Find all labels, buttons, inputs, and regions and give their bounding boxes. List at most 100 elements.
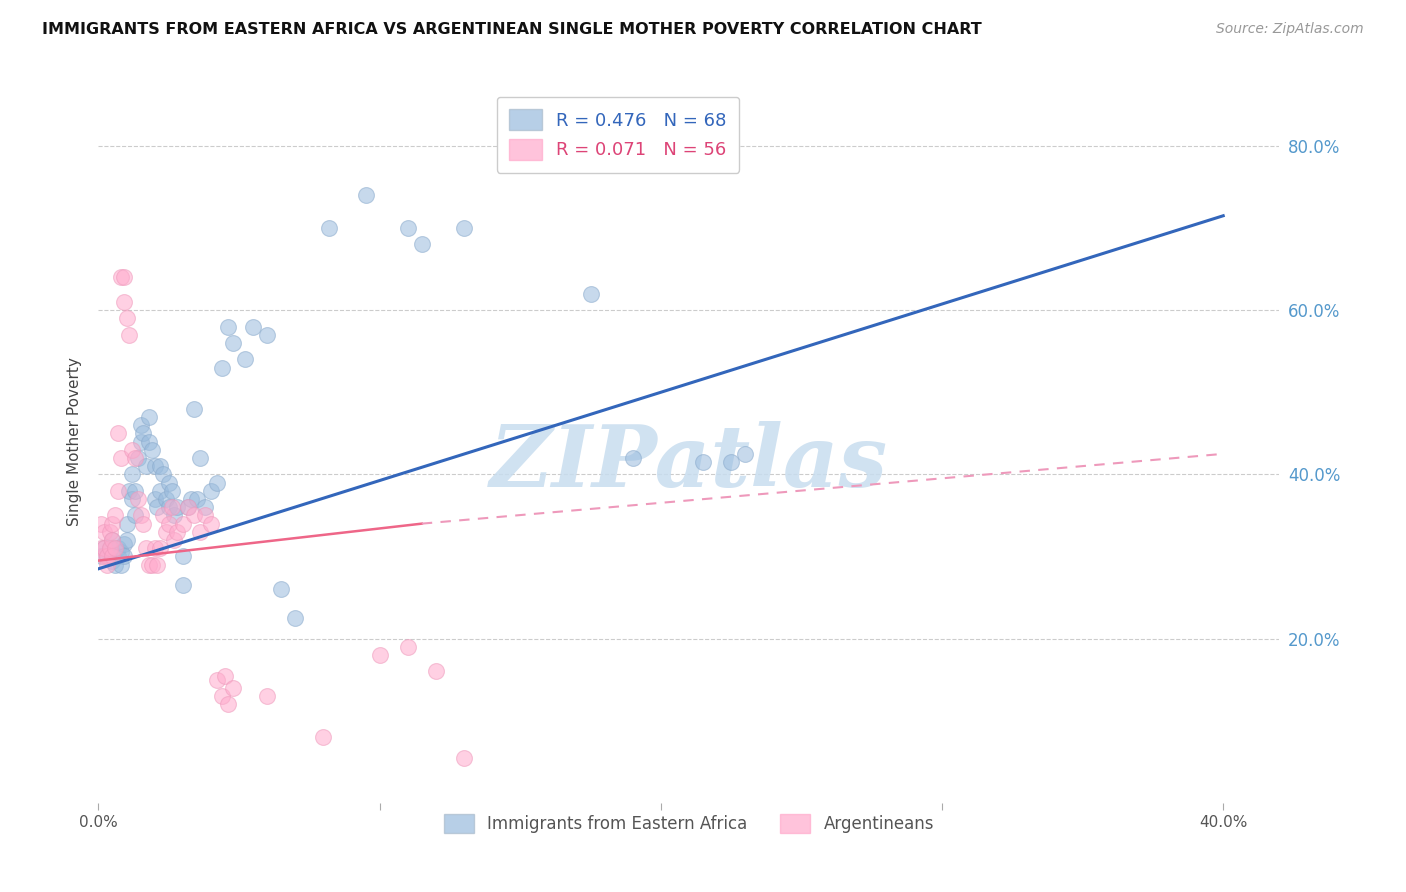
Point: [172, 516, 194, 531]
Point: [101, 553, 124, 567]
Point: [112, 270, 135, 285]
Point: [101, 549, 124, 564]
Point: [149, 541, 172, 556]
Point: [124, 508, 146, 523]
Point: [217, 698, 239, 712]
Point: [233, 352, 256, 367]
Point: [110, 270, 132, 285]
Point: [166, 524, 188, 539]
Point: [200, 516, 222, 531]
Point: [127, 450, 149, 465]
Point: [96, 549, 118, 564]
Point: [180, 491, 202, 506]
Point: [121, 442, 143, 457]
Point: [194, 508, 217, 523]
Point: [453, 750, 475, 764]
Point: [188, 450, 211, 465]
Point: [101, 533, 124, 547]
Point: [104, 558, 127, 572]
Point: [205, 673, 228, 687]
Point: [115, 311, 138, 326]
Point: [132, 426, 155, 441]
Point: [121, 491, 143, 506]
Point: [104, 541, 127, 556]
Point: [222, 681, 245, 695]
Point: [396, 221, 419, 235]
Point: [98, 541, 121, 556]
Point: [211, 360, 233, 375]
Point: [98, 524, 121, 539]
Point: [621, 450, 644, 465]
Point: [143, 459, 166, 474]
Point: [183, 401, 205, 416]
Legend: Immigrants from Eastern Africa, Argentineans: Immigrants from Eastern Africa, Argentin…: [432, 803, 946, 845]
Point: [107, 483, 129, 498]
Point: [110, 545, 132, 559]
Point: [186, 491, 208, 506]
Point: [121, 467, 143, 482]
Point: [90, 549, 112, 564]
Point: [155, 491, 177, 506]
Point: [157, 500, 180, 515]
Point: [692, 455, 714, 469]
Point: [188, 524, 211, 539]
Point: [411, 237, 433, 252]
Point: [270, 582, 292, 597]
Point: [217, 319, 239, 334]
Point: [141, 442, 163, 457]
Point: [205, 475, 228, 490]
Point: [141, 558, 163, 572]
Point: [177, 500, 200, 515]
Point: [138, 558, 160, 572]
Point: [124, 483, 146, 498]
Point: [135, 541, 157, 556]
Point: [107, 541, 129, 556]
Point: [135, 459, 157, 474]
Point: [396, 640, 419, 654]
Point: [256, 689, 278, 703]
Point: [183, 508, 205, 523]
Point: [222, 336, 245, 351]
Point: [127, 491, 149, 506]
Point: [104, 508, 127, 523]
Point: [157, 475, 180, 490]
Point: [172, 549, 194, 564]
Point: [107, 426, 129, 441]
Point: [138, 434, 160, 449]
Point: [177, 500, 200, 515]
Point: [214, 668, 236, 682]
Point: [96, 558, 118, 572]
Point: [129, 418, 152, 433]
Point: [211, 689, 233, 703]
Point: [107, 549, 129, 564]
Point: [200, 483, 222, 498]
Point: [152, 467, 174, 482]
Point: [368, 648, 391, 662]
Point: [143, 491, 166, 506]
Point: [157, 516, 180, 531]
Text: ZIPatlas: ZIPatlas: [489, 421, 889, 505]
Point: [160, 500, 183, 515]
Point: [155, 524, 177, 539]
Point: [101, 533, 124, 547]
Point: [166, 500, 188, 515]
Point: [110, 558, 132, 572]
Point: [138, 409, 160, 424]
Point: [425, 665, 447, 679]
Point: [312, 730, 335, 744]
Point: [284, 611, 307, 625]
Point: [112, 549, 135, 564]
Point: [110, 450, 132, 465]
Point: [194, 500, 217, 515]
Text: IMMIGRANTS FROM EASTERN AFRICA VS ARGENTINEAN SINGLE MOTHER POVERTY CORRELATION : IMMIGRANTS FROM EASTERN AFRICA VS ARGENT…: [42, 22, 981, 37]
Point: [129, 434, 152, 449]
Point: [734, 447, 756, 461]
Point: [318, 221, 340, 235]
Point: [115, 516, 138, 531]
Point: [118, 327, 141, 342]
Point: [579, 286, 602, 301]
Point: [93, 524, 115, 539]
Point: [256, 327, 278, 342]
Point: [98, 541, 121, 556]
Point: [93, 541, 115, 556]
